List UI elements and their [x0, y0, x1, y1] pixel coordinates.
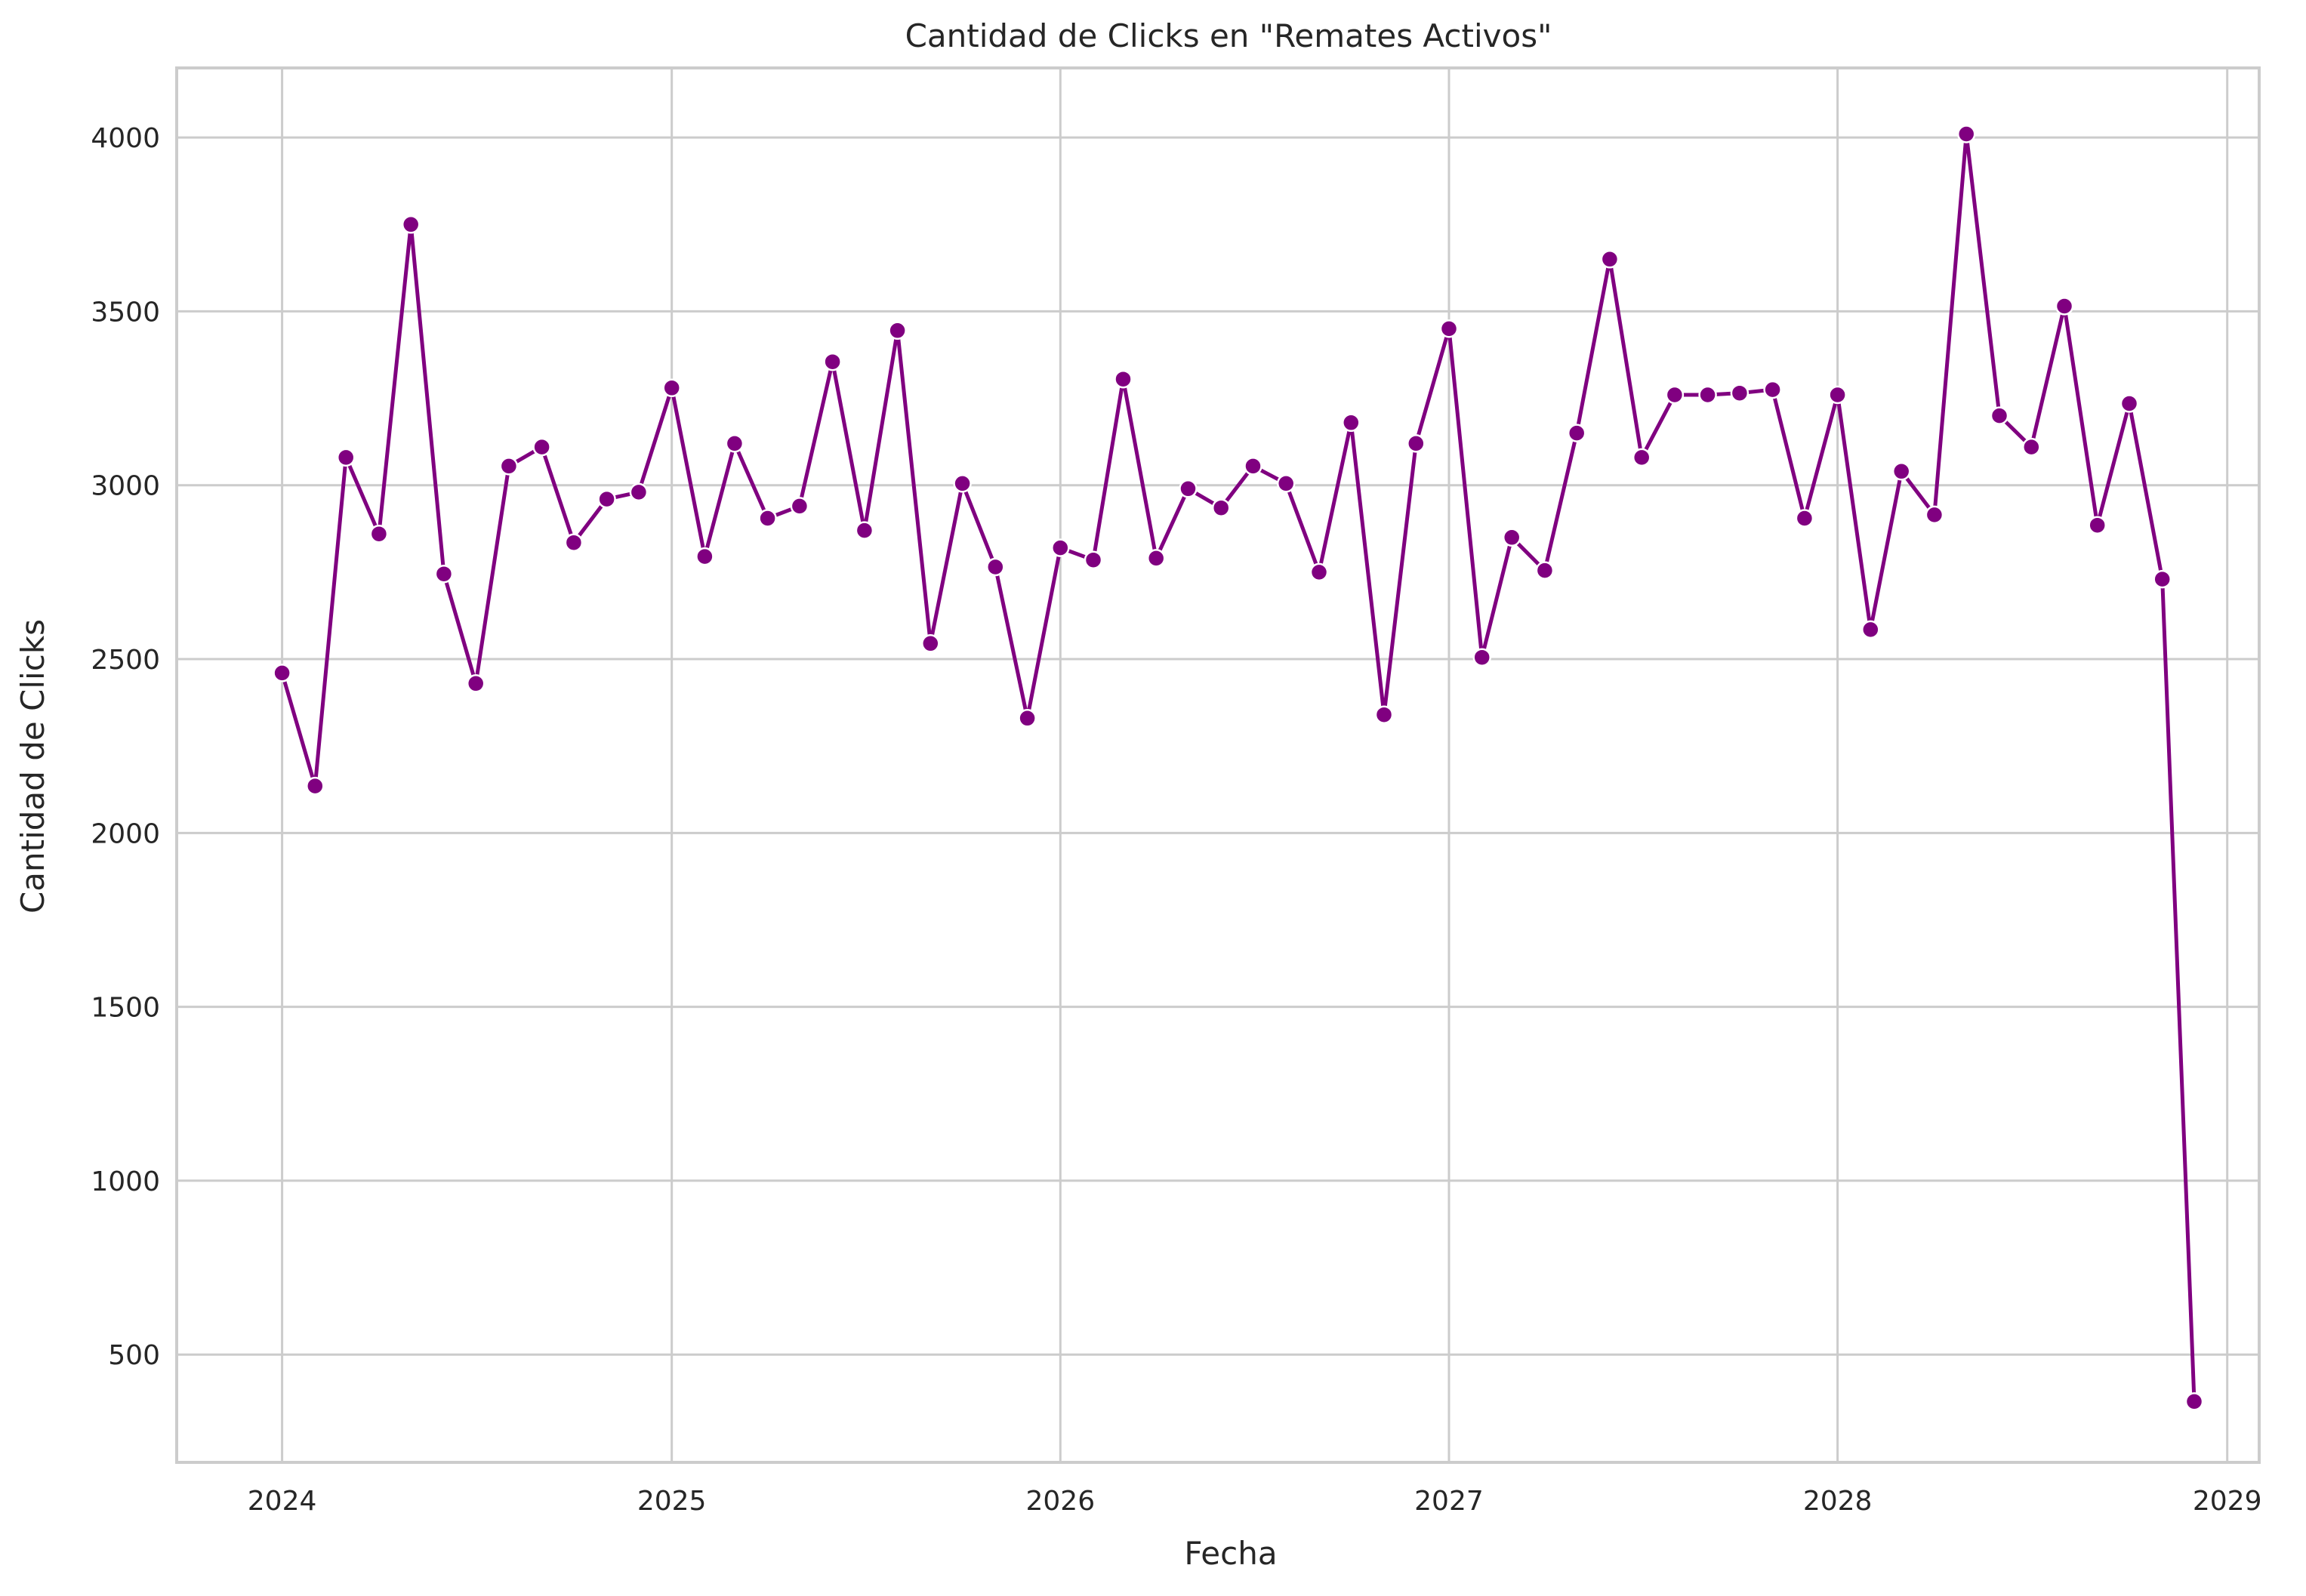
data-point: [1698, 385, 1717, 405]
y-tick-label: 1500: [91, 993, 160, 1024]
data-point: [1407, 434, 1426, 453]
data-point: [1600, 250, 1620, 269]
data-point: [1018, 709, 1037, 728]
data-point: [401, 215, 421, 234]
x-axis-label: Fecha: [1184, 1535, 1277, 1572]
x-tick-label: 2024: [248, 1486, 317, 1517]
data-point: [1084, 550, 1103, 569]
y-tick-label: 1000: [91, 1166, 160, 1197]
data-point: [823, 352, 842, 371]
data-point: [1567, 424, 1586, 442]
data-point: [1990, 406, 2009, 425]
x-tick-label: 2027: [1414, 1486, 1484, 1517]
data-point: [1891, 462, 1911, 481]
data-point: [662, 378, 681, 398]
y-tick-label: 500: [108, 1340, 160, 1371]
data-point: [273, 664, 291, 682]
data-point: [597, 489, 616, 509]
series-layer: [273, 125, 2204, 1411]
series-line: [280, 132, 2197, 1402]
data-point: [1342, 413, 1361, 433]
data-point: [1472, 648, 1491, 667]
data-point: [466, 674, 486, 693]
plot-frame: [175, 66, 2261, 1464]
x-tick-label: 2025: [637, 1486, 707, 1517]
y-axis-label: Cantidad de Clicks: [14, 619, 51, 914]
data-point: [306, 776, 325, 796]
data-point: [1502, 528, 1521, 547]
data-point: [1439, 319, 1459, 338]
data-point: [888, 321, 907, 340]
data-point: [336, 448, 356, 467]
data-point: [1665, 385, 1685, 405]
tick-labels: 500 1000 1500 2000 2500 3000 3500 4000 2024 2025 2…: [91, 123, 2261, 1517]
data-point: [532, 437, 551, 457]
data-point: [2119, 394, 2139, 413]
data-point: [629, 482, 649, 502]
data-point: [1828, 385, 1847, 405]
x-tick-label: 2028: [1803, 1486, 1873, 1517]
data-point: [1730, 384, 1750, 402]
x-tick-label: 2026: [1026, 1486, 1096, 1517]
data-point: [1632, 448, 1651, 467]
data-point: [855, 521, 874, 540]
data-point: [1146, 549, 1166, 568]
data-point: [1795, 509, 1814, 528]
data-point: [564, 533, 584, 552]
data-point: [1763, 380, 1782, 399]
data-point: [2055, 297, 2074, 316]
data-point: [1535, 561, 1555, 580]
data-point: [2153, 569, 2172, 589]
data-point: [1276, 474, 1296, 493]
y-tick-label: 4000: [91, 123, 160, 154]
data-point: [2184, 1392, 2204, 1411]
data-point: [1925, 505, 1944, 525]
data-point: [1051, 538, 1070, 557]
grid-lines: [177, 68, 2259, 1462]
y-tick-label: 2000: [91, 818, 160, 849]
data-point: [986, 557, 1005, 577]
data-point: [499, 457, 519, 476]
data-point: [1309, 562, 1329, 582]
data-point: [1211, 498, 1231, 517]
data-point: [1179, 479, 1198, 498]
data-point: [790, 497, 809, 516]
data-point: [953, 474, 972, 493]
data-point: [2088, 516, 2107, 535]
data-point: [725, 434, 745, 453]
data-point: [758, 509, 777, 528]
y-tick-label: 3000: [91, 471, 160, 502]
data-point: [1244, 457, 1262, 476]
y-tick-label: 3500: [91, 297, 160, 328]
data-point: [2022, 437, 2041, 457]
data-point: [434, 564, 454, 584]
data-point: [695, 547, 714, 566]
x-tick-label: 2029: [2193, 1486, 2262, 1517]
data-point: [1374, 705, 1394, 724]
data-point: [1114, 369, 1133, 389]
data-point: [1956, 125, 1976, 143]
data-point: [921, 634, 940, 653]
data-point: [1861, 620, 1880, 639]
y-tick-label: 2500: [91, 645, 160, 676]
data-point: [369, 524, 389, 544]
chart-title: Cantidad de Clicks en "Remates Activos": [905, 17, 1552, 54]
